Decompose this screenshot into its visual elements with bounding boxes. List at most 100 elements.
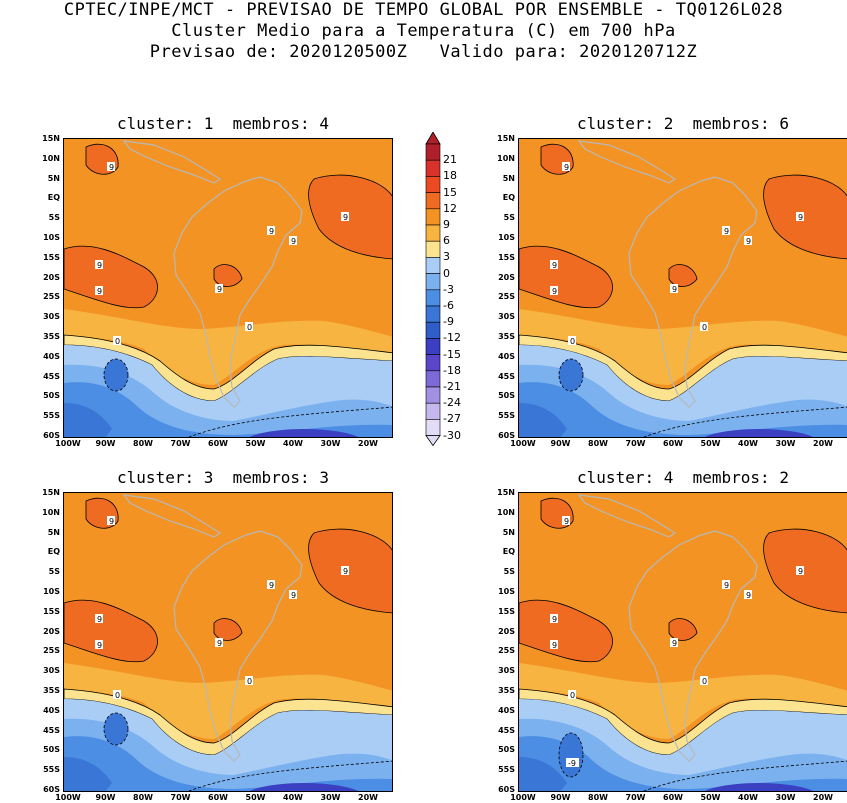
- lat-tick-label: 60S: [43, 785, 60, 794]
- colorbar-swatch: [425, 370, 441, 388]
- lon-tick-label: 60W: [663, 793, 683, 802]
- svg-text:0: 0: [115, 337, 120, 346]
- lat-tick-label: 15N: [497, 134, 515, 143]
- svg-text:0: 0: [247, 323, 252, 332]
- lat-tick-label: 50S: [43, 745, 60, 755]
- lon-tick-label: 50W: [700, 793, 721, 802]
- svg-text:9: 9: [724, 227, 729, 236]
- colorbar-swatch: [425, 289, 441, 307]
- lat-tick-label: 15S: [43, 252, 60, 262]
- colorbar-label: 9: [443, 218, 450, 231]
- contour-label: 9: [562, 162, 570, 172]
- svg-text:9: 9: [564, 163, 569, 172]
- lat-tick-label: 10S: [498, 233, 515, 242]
- lat-tick-label: EQ: [47, 547, 60, 557]
- lat-tick-label: 5N: [502, 527, 515, 537]
- lon-tick-label: 40W: [738, 793, 758, 802]
- lon-tick-label: 20W: [813, 439, 833, 448]
- svg-text:9: 9: [97, 261, 102, 270]
- lat-tick-label: 25S: [43, 646, 60, 656]
- lat-tick-label: 45S: [43, 725, 60, 735]
- lat-tick-label: 35S: [498, 686, 515, 695]
- panel-3-title: cluster: 3 membros: 3: [117, 468, 329, 487]
- colorbar-label: -30: [443, 428, 461, 442]
- colorbar-label: 21: [443, 153, 457, 167]
- colorbar-bottom-arrow: [425, 435, 441, 447]
- svg-text:9: 9: [552, 641, 557, 650]
- svg-text:0: 0: [115, 691, 120, 700]
- contour-label: 0: [700, 676, 708, 686]
- contour-label: 9: [550, 614, 558, 624]
- contour-label: -9: [566, 758, 579, 768]
- lat-tick-label: 5S: [503, 567, 515, 577]
- colorbar-swatch: [425, 402, 441, 420]
- lon-tick-label: 40W: [283, 439, 303, 448]
- lon-tick-label: 60W: [208, 793, 228, 802]
- svg-text:9: 9: [291, 237, 296, 246]
- lon-tick-label: 70W: [170, 439, 191, 448]
- lat-tick-label: 20S: [498, 272, 515, 282]
- svg-text:9: 9: [217, 285, 222, 294]
- contour-label: 0: [113, 336, 121, 346]
- contour-label: 0: [700, 322, 708, 332]
- contour-label: 9: [341, 212, 349, 222]
- lat-tick-label: 60S: [43, 431, 60, 440]
- svg-text:9: 9: [269, 581, 274, 590]
- colorbar-label: -18: [443, 363, 461, 377]
- contour-label: 9: [550, 260, 558, 270]
- contour-label: 0: [245, 676, 253, 686]
- lat-tick-label: 10S: [43, 587, 60, 596]
- lon-tick-label: 30W: [775, 793, 796, 802]
- contour-label: 0: [568, 690, 576, 700]
- lat-tick-label: 30S: [498, 666, 515, 676]
- contour-label: 9: [670, 284, 678, 294]
- lat-tick-label: 40S: [498, 705, 515, 715]
- lat-tick-label: 55S: [43, 765, 60, 775]
- panel-1-title: cluster: 1 membros: 4: [117, 114, 329, 133]
- colorbar-swatch: [425, 386, 441, 404]
- contour-label: 9: [796, 212, 804, 222]
- lon-tick-label: 40W: [283, 793, 303, 802]
- lat-tick-label: 5N: [47, 173, 60, 183]
- lat-tick-label: 10S: [498, 587, 515, 596]
- lon-tick-label: 20W: [813, 793, 833, 802]
- lat-tick-label: 60S: [498, 431, 515, 440]
- colorbar-label: 6: [443, 234, 450, 248]
- contour-label: 9: [562, 516, 570, 526]
- subtitle-variable: Cluster Medio para a Temperatura (C) em …: [171, 21, 676, 41]
- svg-text:0: 0: [570, 337, 575, 346]
- contour-label: 9: [550, 640, 558, 650]
- lon-tick-label: 80W: [133, 439, 153, 448]
- lon-tick-label: 70W: [170, 793, 191, 802]
- svg-text:9: 9: [552, 287, 557, 296]
- lon-tick-label: 60W: [208, 439, 228, 448]
- lon-tick-label: 50W: [700, 439, 721, 448]
- colorbar-swatch: [425, 338, 441, 355]
- colorbar-label: -15: [443, 347, 461, 361]
- colorbar-swatch: [425, 224, 441, 242]
- colorbar-swatch: [425, 321, 441, 339]
- colorbar-swatch: [425, 273, 441, 291]
- svg-text:9: 9: [552, 615, 557, 624]
- colorbar-swatch: [425, 176, 441, 193]
- map-panel-cluster-3: 9 9 9 9 9 9 9 0 0: [63, 492, 393, 792]
- lon-tick-label: 50W: [245, 439, 266, 448]
- contour-label: 9: [341, 566, 349, 576]
- colorbar-label: 18: [443, 169, 457, 183]
- contour-label: 9: [796, 566, 804, 576]
- lat-tick-label: 50S: [43, 391, 60, 401]
- colorbar-swatch: [425, 257, 441, 274]
- colorbar-label: -3: [443, 282, 454, 296]
- svg-text:-9: -9: [568, 759, 576, 768]
- panel-2-title: cluster: 2 membros: 6: [577, 114, 789, 133]
- colorbar-swatch: [425, 208, 441, 226]
- svg-text:9: 9: [724, 581, 729, 590]
- contour-label: 9: [215, 638, 223, 648]
- contour-label: 0: [245, 322, 253, 332]
- contour-label: 9: [215, 284, 223, 294]
- colorbar-label: 0: [443, 266, 450, 280]
- lon-tick-label: 60W: [663, 439, 683, 448]
- colorbar-label: -27: [443, 412, 461, 426]
- colorbar-label: 12: [443, 201, 457, 215]
- svg-text:9: 9: [343, 213, 348, 222]
